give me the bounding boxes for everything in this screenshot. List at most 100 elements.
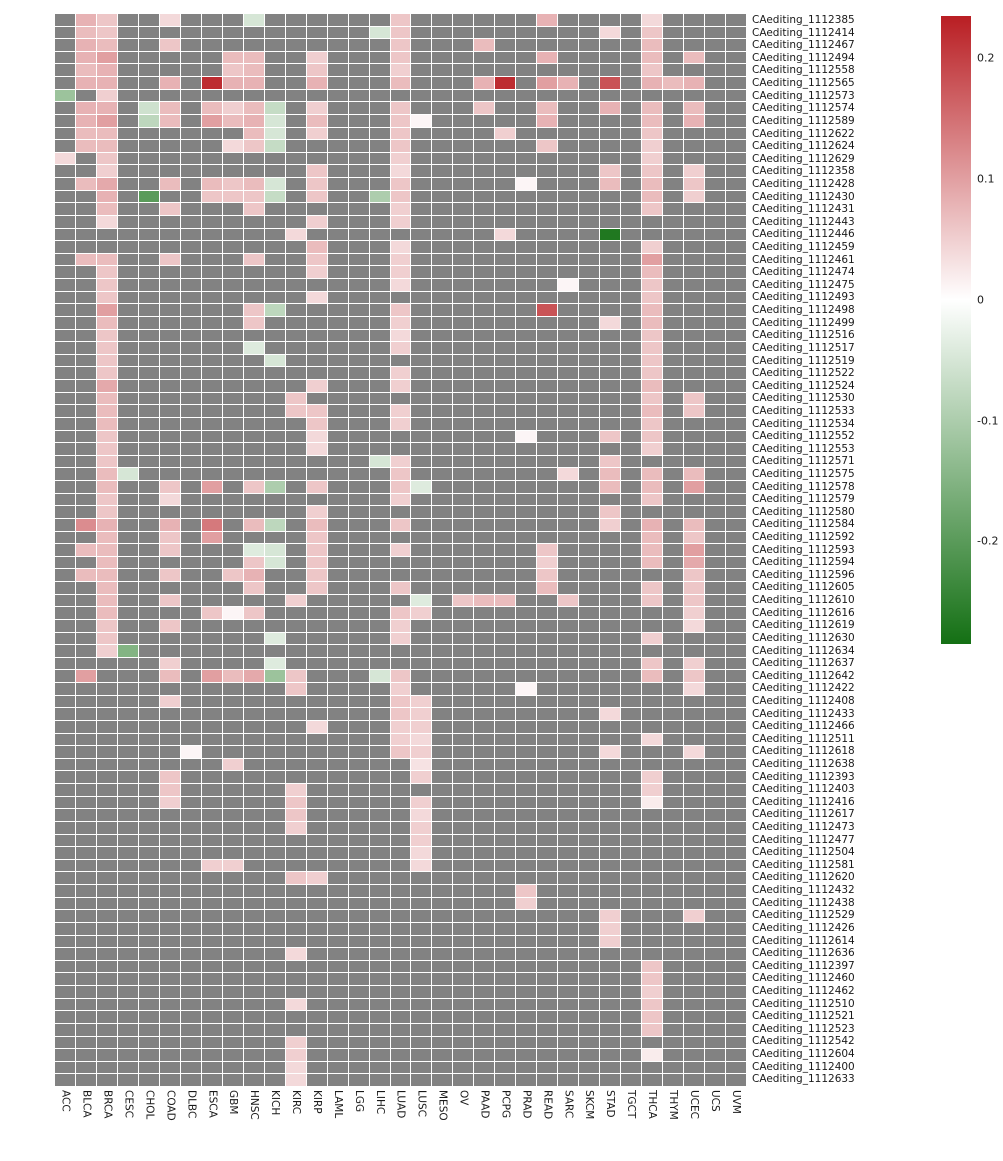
heatmap-cell xyxy=(138,506,159,518)
heatmap-cell xyxy=(180,910,201,922)
heatmap-cell xyxy=(684,619,705,632)
heatmap-cell xyxy=(705,316,726,329)
heatmap-cell xyxy=(684,165,705,178)
heatmap-cell xyxy=(579,935,600,948)
heatmap-cell xyxy=(75,14,96,26)
heatmap-cell xyxy=(75,114,96,127)
heatmap-cell xyxy=(201,506,222,518)
heatmap-cell xyxy=(558,948,579,960)
heatmap-cell xyxy=(621,758,642,771)
heatmap-cell xyxy=(369,859,390,872)
heatmap-cell xyxy=(726,178,746,190)
heatmap-cell xyxy=(222,304,243,316)
heatmap-cell xyxy=(726,569,746,582)
heatmap-cell xyxy=(453,847,474,859)
heatmap-cell xyxy=(558,342,579,354)
heatmap-cell xyxy=(621,140,642,152)
heatmap-cell xyxy=(642,733,663,746)
heatmap-cell xyxy=(474,468,495,481)
heatmap-cell xyxy=(516,872,537,885)
heatmap-cell xyxy=(642,1074,663,1086)
heatmap-cell xyxy=(348,266,369,279)
heatmap-cell xyxy=(537,847,558,859)
heatmap-cell xyxy=(285,670,306,683)
heatmap-cell xyxy=(474,619,495,632)
heatmap-cell xyxy=(705,885,726,897)
heatmap-cell xyxy=(285,960,306,973)
heatmap-cell xyxy=(684,531,705,544)
heatmap-cell xyxy=(600,922,621,935)
heatmap-cell xyxy=(558,872,579,885)
heatmap-cell xyxy=(411,948,432,960)
heatmap-cell xyxy=(453,405,474,417)
heatmap-cell xyxy=(663,922,684,935)
heatmap-cell xyxy=(138,493,159,506)
heatmap-cell xyxy=(390,733,411,746)
heatmap-cell xyxy=(516,1011,537,1023)
heatmap-cell xyxy=(285,39,306,51)
heatmap-cell xyxy=(432,468,453,481)
heatmap-cell xyxy=(516,392,537,405)
heatmap-cell xyxy=(117,468,138,481)
heatmap-cell xyxy=(264,140,285,152)
heatmap-cell xyxy=(96,152,117,165)
heatmap-cell xyxy=(117,291,138,304)
heatmap-cell xyxy=(180,152,201,165)
heatmap-cell xyxy=(285,556,306,569)
heatmap-cell xyxy=(495,1036,516,1049)
heatmap-cell xyxy=(55,140,75,152)
heatmap-cell xyxy=(411,645,432,657)
heatmap-cell xyxy=(663,695,684,708)
heatmap-cell xyxy=(264,493,285,506)
heatmap-cell xyxy=(558,1036,579,1049)
heatmap-cell xyxy=(495,922,516,935)
heatmap-cell xyxy=(285,26,306,39)
heatmap-cell xyxy=(495,973,516,985)
heatmap-cell xyxy=(600,430,621,443)
heatmap-cell xyxy=(348,910,369,922)
heatmap-cell xyxy=(222,102,243,114)
column-label: COAD xyxy=(164,1090,177,1121)
heatmap-cell xyxy=(558,910,579,922)
heatmap-cell xyxy=(222,632,243,645)
heatmap-cell xyxy=(390,266,411,279)
heatmap-cell xyxy=(642,26,663,39)
heatmap-cell xyxy=(306,1023,327,1036)
row-label: CAediting_1112400 xyxy=(752,1060,855,1073)
heatmap-cell xyxy=(327,594,348,607)
heatmap-cell xyxy=(390,89,411,102)
heatmap-cell xyxy=(621,342,642,354)
heatmap-cell xyxy=(726,544,746,556)
heatmap-cell xyxy=(516,165,537,178)
heatmap-cell xyxy=(96,26,117,39)
heatmap-cell xyxy=(264,910,285,922)
heatmap-cell xyxy=(516,569,537,582)
heatmap-cell xyxy=(474,922,495,935)
heatmap-cell xyxy=(180,720,201,733)
heatmap-cell xyxy=(369,405,390,417)
heatmap-cell xyxy=(579,758,600,771)
heatmap-cell xyxy=(138,720,159,733)
heatmap-cell xyxy=(264,594,285,607)
heatmap-cell xyxy=(537,708,558,720)
heatmap-cell xyxy=(558,1011,579,1023)
heatmap-cell xyxy=(411,809,432,821)
heatmap-cell xyxy=(369,140,390,152)
heatmap-cell xyxy=(285,228,306,241)
heatmap-cell xyxy=(726,657,746,670)
heatmap-cell xyxy=(684,304,705,316)
heatmap-cell xyxy=(117,796,138,809)
heatmap-cell xyxy=(96,821,117,834)
heatmap-cell xyxy=(390,443,411,455)
heatmap-cell xyxy=(726,481,746,493)
heatmap-cell xyxy=(96,720,117,733)
heatmap-cell xyxy=(369,26,390,39)
heatmap-cell xyxy=(222,468,243,481)
heatmap-cell xyxy=(621,1049,642,1061)
heatmap-cell xyxy=(117,771,138,784)
heatmap-cell xyxy=(117,1074,138,1086)
heatmap-cell xyxy=(180,998,201,1011)
row-label: CAediting_1112574 xyxy=(752,102,855,115)
heatmap-cell xyxy=(222,1074,243,1086)
heatmap-cell xyxy=(726,127,746,140)
